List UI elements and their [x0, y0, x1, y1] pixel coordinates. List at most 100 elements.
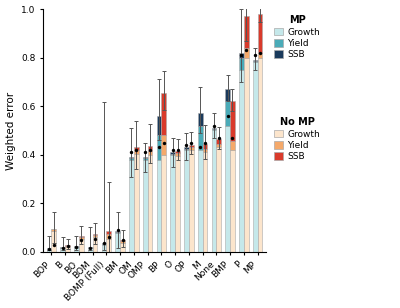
Bar [244, 58, 249, 252]
Point [160, 140, 167, 145]
Bar [148, 155, 152, 252]
Bar [184, 148, 189, 149]
Bar [79, 236, 84, 237]
Bar [175, 151, 180, 153]
Point [114, 228, 121, 233]
Bar [51, 231, 56, 252]
Bar [93, 235, 98, 237]
Bar [216, 144, 221, 148]
Bar [129, 157, 134, 158]
Point [257, 50, 263, 55]
Point [211, 123, 217, 128]
Bar [79, 239, 84, 252]
Bar [102, 243, 106, 244]
Point [128, 150, 135, 155]
Bar [102, 245, 106, 252]
Point [78, 237, 84, 242]
Bar [88, 248, 93, 252]
Bar [184, 150, 189, 252]
Bar [189, 150, 194, 252]
Point [224, 113, 231, 118]
Bar [253, 60, 258, 61]
Bar [161, 135, 166, 155]
Bar [143, 160, 148, 252]
Point [252, 53, 258, 58]
Bar [60, 248, 65, 252]
Point [60, 245, 66, 250]
Bar [225, 101, 230, 126]
Bar [184, 149, 189, 150]
Bar [143, 158, 148, 160]
Bar [198, 126, 202, 150]
Point [243, 48, 250, 53]
Bar [106, 234, 111, 239]
Bar [74, 247, 79, 248]
Bar [88, 247, 93, 248]
Bar [129, 160, 134, 252]
Bar [258, 53, 262, 58]
Bar [189, 147, 194, 150]
Bar [244, 48, 249, 58]
Bar [148, 146, 152, 151]
Bar [202, 144, 208, 149]
Bar [170, 152, 175, 154]
Bar [51, 229, 56, 231]
Bar [156, 116, 161, 135]
Bar [170, 154, 175, 155]
Bar [216, 140, 221, 144]
Point [170, 148, 176, 152]
Bar [258, 14, 262, 53]
Point [174, 148, 181, 152]
Bar [202, 149, 208, 152]
Point [133, 148, 140, 152]
Point [188, 140, 194, 145]
Bar [161, 93, 166, 135]
Bar [170, 155, 175, 252]
Bar [65, 247, 70, 252]
Point [216, 135, 222, 140]
Point [106, 235, 112, 240]
Bar [115, 233, 120, 252]
Bar [212, 131, 216, 252]
Bar [115, 232, 120, 233]
Bar [46, 248, 51, 249]
Point [73, 245, 80, 249]
Bar [93, 237, 98, 252]
Bar [230, 141, 235, 150]
Bar [120, 241, 125, 243]
Bar [74, 246, 79, 247]
Point [229, 135, 236, 140]
Bar [106, 231, 111, 234]
Bar [134, 154, 139, 252]
Bar [120, 240, 125, 241]
Bar [212, 128, 216, 129]
Bar [161, 155, 166, 252]
Bar [239, 58, 244, 70]
Bar [253, 63, 258, 252]
Bar [253, 61, 258, 63]
Bar [120, 243, 125, 252]
Bar [156, 160, 161, 252]
Bar [134, 150, 139, 154]
Bar [225, 126, 230, 252]
Bar [198, 113, 202, 126]
Bar [106, 239, 111, 252]
Bar [239, 53, 244, 58]
Bar [65, 246, 70, 247]
Bar [202, 152, 208, 252]
Legend: Growth, Yield, SSB: Growth, Yield, SSB [272, 116, 322, 163]
Point [156, 145, 162, 150]
Bar [115, 231, 120, 232]
Point [238, 53, 245, 58]
Point [197, 145, 203, 150]
Bar [93, 234, 98, 235]
Point [46, 247, 52, 252]
Bar [244, 16, 249, 48]
Bar [189, 144, 194, 147]
Point [101, 240, 107, 245]
Bar [212, 129, 216, 131]
Y-axis label: Weighted error: Weighted error [6, 91, 16, 170]
Bar [65, 245, 70, 246]
Bar [175, 156, 180, 252]
Bar [74, 248, 79, 252]
